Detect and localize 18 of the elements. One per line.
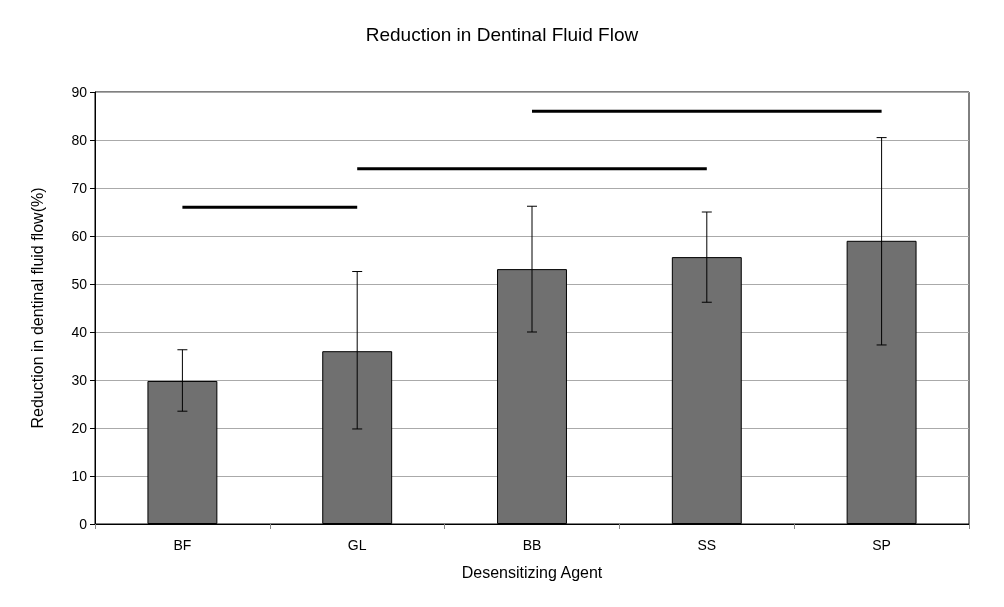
y-tick-label: 30 <box>71 372 88 388</box>
y-tick-label: 40 <box>71 324 88 340</box>
x-tick-label: BF <box>173 537 192 553</box>
y-tick-label: 90 <box>71 84 88 100</box>
x-tick-label: SP <box>872 537 891 553</box>
y-tick-label: 80 <box>71 132 88 148</box>
y-tick-label: 50 <box>71 276 88 292</box>
x-tick-label: GL <box>347 537 367 553</box>
y-tick-label: 70 <box>71 180 88 196</box>
x-tick-label: BB <box>522 537 542 553</box>
chart-title: Reduction in Dentinal Fluid Flow <box>365 24 639 45</box>
y-tick-label: 60 <box>71 228 88 244</box>
y-tick-label: 20 <box>71 420 88 436</box>
y-axis-title: Reduction in dentinal fluid flow(%) <box>28 187 46 429</box>
x-axis-title: Desensitizing Agent <box>461 563 603 581</box>
y-tick-label: 0 <box>79 516 88 532</box>
x-tick-label: SS <box>697 537 717 553</box>
y-tick-label: 10 <box>71 468 88 484</box>
